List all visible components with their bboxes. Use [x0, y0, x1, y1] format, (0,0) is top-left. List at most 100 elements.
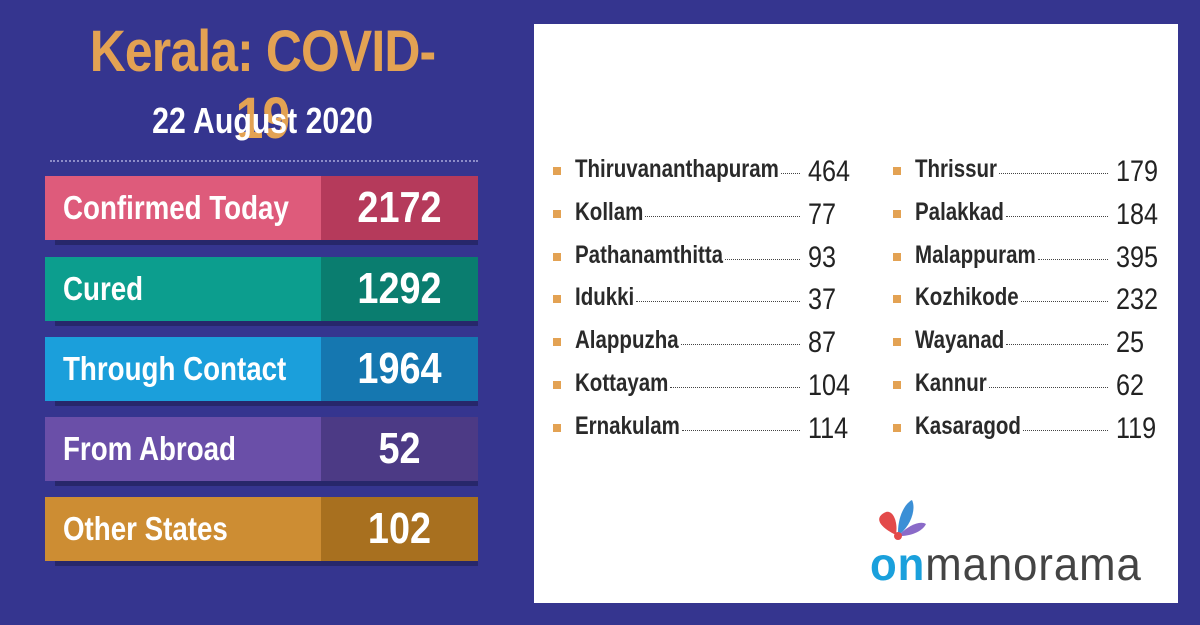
bullet-icon — [893, 295, 901, 304]
stat-value: 102 — [367, 504, 432, 553]
district-row: Kozhikode 232 — [893, 283, 1166, 317]
bullet-icon — [893, 381, 901, 389]
stat-value: 1964 — [357, 344, 442, 393]
district-row: Idukki 37 — [553, 283, 858, 317]
district-count: 114 — [808, 411, 849, 445]
district-count: 184 — [1116, 197, 1159, 231]
district-count: 25 — [1116, 326, 1145, 360]
bullet-icon — [553, 423, 561, 432]
leader-dots — [988, 387, 1108, 388]
leader-dots — [780, 173, 800, 174]
district-count: 93 — [808, 240, 837, 274]
stat-value: 2172 — [357, 183, 442, 232]
leader-dots — [645, 215, 800, 217]
district-count: 104 — [808, 369, 851, 402]
district-name: Palakkad — [915, 197, 1004, 226]
district-name: Kannur — [915, 369, 987, 397]
bullet-icon — [553, 381, 561, 389]
stat-value: 1292 — [357, 264, 442, 313]
district-row: Malappuram 395 — [893, 240, 1166, 274]
bullet-icon — [893, 167, 901, 175]
district-panel — [534, 24, 1178, 603]
stat-value-box: 2172 — [321, 176, 478, 240]
stat-label: From Abroad — [63, 430, 237, 467]
district-count: 179 — [1116, 155, 1159, 188]
bullet-icon — [893, 338, 901, 347]
page-title: Kerala: COVID-19 — [89, 19, 436, 151]
stat-label: Cured — [63, 270, 144, 307]
district-name: Alappuzha — [575, 326, 679, 355]
leader-dots — [1022, 429, 1108, 431]
leader-dots — [1020, 301, 1108, 303]
leader-dots — [725, 258, 800, 260]
stat-through-contact: Through Contact 1964 — [45, 337, 478, 406]
stat-label-box: Confirmed Today — [45, 176, 321, 240]
stat-shadow — [55, 481, 478, 486]
brand-logo: onmanorama — [870, 537, 1142, 591]
district-name: Kozhikode — [915, 283, 1019, 312]
stat-value: 52 — [378, 424, 421, 473]
district-count: 62 — [1116, 369, 1145, 402]
bullet-icon — [893, 423, 901, 432]
report-date: 22 August 2020 — [152, 100, 373, 141]
stat-label: Confirmed Today — [63, 189, 289, 226]
stat-other-states: Other States 102 — [45, 497, 478, 566]
stat-label-box: Other States — [45, 497, 321, 561]
stat-shadow — [55, 561, 478, 566]
leader-dots — [681, 429, 800, 431]
district-row: Ernakulam 114 — [553, 411, 858, 445]
stat-label-box: Cured — [45, 257, 321, 321]
stat-label-box: From Abroad — [45, 417, 321, 481]
stat-shadow — [55, 321, 478, 326]
district-name: Kollam — [575, 197, 644, 226]
bullet-icon — [553, 167, 561, 175]
district-row: Kollam 77 — [553, 197, 858, 231]
district-count: 395 — [1116, 240, 1159, 274]
leader-dots — [636, 301, 800, 303]
leader-dots — [670, 387, 800, 388]
district-row: Alappuzha 87 — [553, 326, 858, 360]
district-row: Pathanamthitta 93 — [553, 240, 858, 274]
stat-value-box: 1964 — [321, 337, 478, 401]
district-name: Idukki — [575, 283, 635, 312]
district-name: Wayanad — [915, 326, 1005, 355]
district-name: Thrissur — [915, 155, 998, 183]
leader-dots — [1037, 258, 1108, 260]
district-name: Kottayam — [575, 369, 669, 397]
district-name: Thiruvananthapuram — [575, 155, 779, 183]
stat-value-box: 1292 — [321, 257, 478, 321]
leader-dots — [999, 173, 1108, 174]
stat-shadow — [55, 401, 478, 406]
leader-dots — [1006, 344, 1108, 346]
butterfly-logo-icon — [879, 500, 926, 540]
district-count: 37 — [808, 283, 837, 317]
brand-logo-on: on — [870, 538, 926, 590]
district-row: Kottayam 104 — [553, 369, 858, 402]
brand-logo-manorama: manorama — [925, 538, 1142, 590]
bullet-icon — [893, 252, 901, 261]
district-row: Palakkad 184 — [893, 197, 1166, 231]
bullet-icon — [893, 209, 901, 218]
bullet-icon — [553, 338, 561, 347]
district-name: Pathanamthitta — [575, 240, 724, 269]
stat-label: Other States — [63, 510, 228, 547]
district-row: Thrissur 179 — [893, 155, 1166, 188]
district-count: 232 — [1116, 283, 1159, 317]
stat-shadow — [55, 240, 478, 245]
stat-label: Through Contact — [63, 350, 287, 387]
bullet-icon — [553, 295, 561, 304]
leader-dots — [680, 344, 800, 346]
district-name: Kasaragod — [915, 411, 1021, 440]
stat-value-box: 52 — [321, 417, 478, 481]
district-name: Ernakulam — [575, 411, 680, 440]
district-count: 77 — [808, 197, 837, 231]
stat-cured: Cured 1292 — [45, 257, 478, 326]
leader-dots — [1005, 215, 1108, 217]
district-count: 119 — [1116, 411, 1157, 445]
bullet-icon — [553, 209, 561, 218]
header-divider — [50, 160, 478, 162]
district-row: Wayanad 25 — [893, 326, 1166, 360]
district-row: Kasaragod 119 — [893, 411, 1166, 445]
district-row: Thiruvananthapuram 464 — [553, 155, 858, 188]
district-count: 87 — [808, 326, 837, 360]
